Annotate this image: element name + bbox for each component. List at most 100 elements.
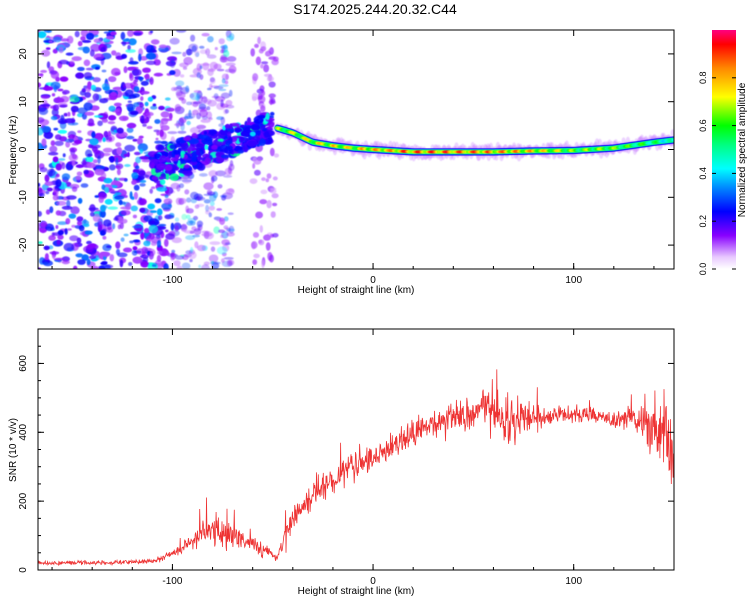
spectrogram-cell [93, 38, 102, 43]
spectrogram-cell [150, 162, 155, 168]
spectrogram-cell [117, 177, 128, 181]
colorbar-tick-label: 0.2 [698, 215, 708, 228]
spectrogram-cell [77, 259, 86, 265]
spectrogram-cell [65, 141, 71, 148]
spectrogram-cell [58, 158, 66, 161]
spectrogram-cell [89, 138, 99, 146]
spectrogram-cell [154, 140, 162, 144]
spectrogram-cell [57, 230, 64, 236]
spectrogram-cell [41, 49, 51, 57]
spectrogram-cell [43, 245, 50, 251]
spectrogram-cell [122, 82, 134, 89]
spectrogram-cell [52, 194, 59, 201]
spectrogram-cell [128, 38, 137, 46]
spectrogram-cell [200, 118, 211, 123]
spectrogram-cell [50, 140, 56, 147]
spectrogram-cell [137, 77, 144, 80]
spectrogram-cell [203, 182, 214, 190]
spectrogram-cell [40, 69, 48, 73]
spectrogram-cell [38, 31, 47, 39]
spectrogram-cell [183, 136, 192, 141]
spectrogram-cell [253, 253, 260, 259]
spectrogram-cell [126, 103, 136, 112]
spectrogram-cell [41, 138, 47, 147]
spectrogram-cell [140, 80, 149, 86]
spectrogram-cell [114, 71, 121, 76]
spectrogram-cell [147, 203, 156, 210]
spectrogram-cell [240, 130, 251, 137]
spectrogram-cell [223, 225, 229, 230]
spectrogram-cell [217, 184, 223, 189]
spectrogram-cell [131, 172, 139, 180]
spectrogram-cell [136, 137, 143, 145]
spectrogram-cell [38, 186, 43, 193]
spectrogram-cell [135, 165, 140, 170]
spectrogram-cell [127, 66, 139, 70]
spectrogram-cell [183, 164, 190, 169]
spectrogram-cell [38, 182, 41, 187]
spectrogram-cell [196, 143, 204, 148]
spectrogram-cell [216, 208, 223, 211]
spectrogram-cell [147, 96, 154, 102]
spectrogram-cell [157, 145, 165, 151]
spectrogram-cell [218, 88, 227, 92]
spectrogram-cell [193, 90, 202, 93]
spectrogram-cell [118, 199, 123, 206]
spectrogram-cell [117, 224, 122, 230]
spectrogram-cell [77, 220, 82, 226]
spectrogram-cell [196, 163, 206, 171]
spectrogram-cell [139, 102, 144, 108]
spectrogram-cell [181, 170, 192, 175]
spectrogram-cell [65, 52, 74, 56]
spectrogram-cell [58, 59, 69, 65]
spectrogram-cell [137, 198, 145, 206]
spectrogram-cell [260, 189, 268, 195]
spectrogram-cell [227, 212, 234, 215]
spectrogram-cell [43, 131, 54, 139]
spectrogram-cell [145, 111, 154, 117]
spectrogram-cell [141, 159, 152, 163]
spectrogram-cell [189, 259, 193, 263]
spectrogram-cell [163, 263, 169, 269]
spectrogram-cell [112, 86, 123, 91]
snr-y-axis-label: SNR (10 * v/v) [8, 418, 19, 482]
spectrogram-cell [55, 179, 62, 188]
spectrogram-cell [143, 228, 150, 234]
spectrogram-cell [165, 107, 175, 112]
spectrogram-cell [152, 264, 157, 267]
spectrogram-cell [252, 156, 258, 163]
spectrogram-marks [38, 30, 674, 269]
spectrogram-cell [70, 206, 80, 215]
spectrogram-cell [81, 254, 89, 261]
spectrogram-cell [204, 231, 214, 240]
spectrogram-cell [69, 96, 80, 103]
spectrogram-cell [224, 109, 229, 114]
spectrogram-cell [114, 192, 122, 196]
spectrogram-cell [170, 58, 176, 64]
spectrogram-cell [199, 109, 208, 118]
spectrogram-cell [113, 102, 122, 107]
spectrogram-cell [188, 138, 199, 145]
spectrogram-cell [148, 251, 154, 260]
spectrogram-cell [101, 152, 111, 157]
spectrogram-cell [42, 125, 51, 133]
spectrogram-cell [111, 50, 117, 56]
spectrogram-cell [209, 241, 221, 246]
spectrogram-cell [75, 72, 85, 79]
spectrogram-cell [66, 195, 77, 200]
spectrogram-cell [204, 157, 212, 165]
spectrogram-cell [39, 222, 48, 228]
spectrogram-cell [150, 105, 158, 110]
spectrogram-cell [101, 69, 107, 73]
spectrogram-cell [139, 207, 146, 213]
spectrogram-cell [53, 257, 65, 261]
spectrogram-cell [142, 67, 151, 73]
spectrogram-cell [133, 86, 140, 93]
colorbar-tick-label: 0.8 [698, 72, 708, 85]
spectrogram-cell [165, 233, 176, 240]
spectrogram-cell [273, 153, 280, 158]
spectrogram-cell [52, 36, 62, 43]
spectrogram-cell [64, 138, 75, 143]
spectrogram-cell [139, 56, 148, 61]
